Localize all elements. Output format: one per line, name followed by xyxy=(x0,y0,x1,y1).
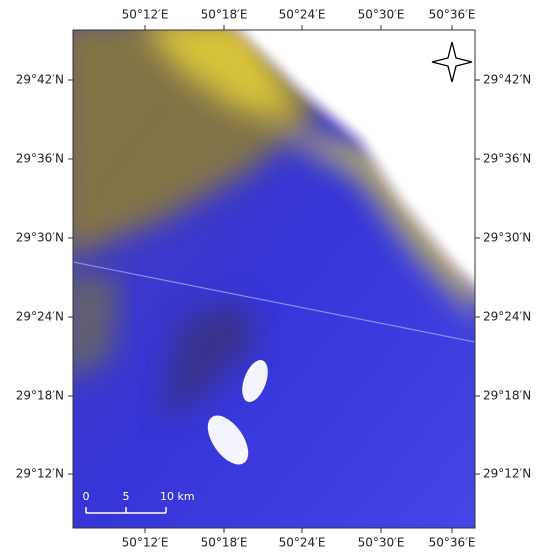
latitude-label: 29°12′N xyxy=(16,467,64,481)
latitude-label: 29°36′N xyxy=(16,152,64,166)
map-frame xyxy=(72,29,476,529)
longitude-label: 50°12′E xyxy=(122,536,169,550)
longitude-label: 50°18′E xyxy=(201,8,248,22)
satellite-image xyxy=(73,30,475,528)
latitude-label: 29°24′N xyxy=(16,310,64,324)
longitude-label: 50°18′E xyxy=(201,536,248,550)
latitude-label: 29°42′N xyxy=(16,73,64,87)
latitude-label: 29°18′N xyxy=(483,389,531,403)
latitude-label: 29°42′N xyxy=(483,73,531,87)
longitude-label: 50°30′E xyxy=(358,536,405,550)
latitude-label: 29°12′N xyxy=(483,467,531,481)
north-arrow xyxy=(431,41,473,83)
island xyxy=(207,415,249,465)
scale-bar xyxy=(85,507,167,514)
latitude-label: 29°30′N xyxy=(16,231,64,245)
longitude-label: 50°24′E xyxy=(279,536,326,550)
scale-bar-label: 5 xyxy=(123,490,130,503)
scale-bar-label: 0 xyxy=(83,490,90,503)
longitude-label: 50°12′E xyxy=(122,8,169,22)
latitude-label: 29°36′N xyxy=(483,152,531,166)
latitude-label: 29°24′N xyxy=(483,310,531,324)
latitude-label: 29°30′N xyxy=(483,231,531,245)
longitude-label: 50°24′E xyxy=(279,8,326,22)
longitude-label: 50°36′E xyxy=(429,8,476,22)
island xyxy=(242,359,268,403)
latitude-label: 29°18′N xyxy=(16,389,64,403)
labels: 50°12′E 50°12′E 50°18′E 50°18′E 50°24′E 50°24… xyxy=(16,8,532,550)
longitude-label: 50°30′E xyxy=(358,8,405,22)
longitude-label: 50°36′E xyxy=(429,536,476,550)
scale-bar-label: 10 km xyxy=(160,490,195,503)
